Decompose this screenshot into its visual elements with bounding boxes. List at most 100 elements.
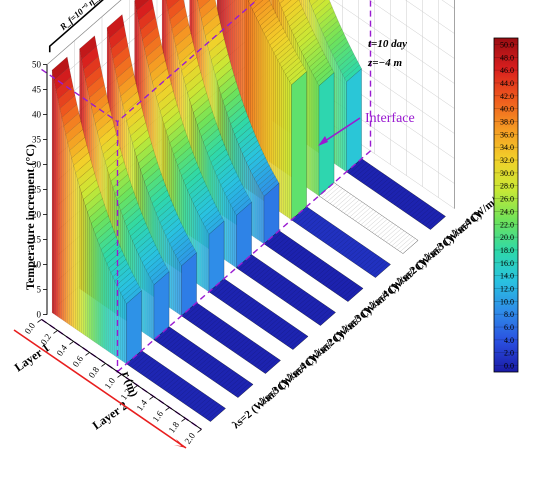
- layer2-hatch: [275, 281, 291, 295]
- layer2-hatch: [292, 336, 309, 350]
- layer2-hatch: [294, 208, 310, 222]
- layer2-hatch: [272, 236, 288, 250]
- layer2-hatch: [239, 299, 255, 314]
- layer2-hatch: [179, 387, 195, 401]
- layer2-hatch: [333, 235, 349, 249]
- surface-wall: [93, 228, 96, 343]
- layer2-hatch: [250, 264, 266, 278]
- surface-end: [318, 72, 335, 197]
- layer2-hatch: [336, 237, 352, 251]
- layer2-hatch: [351, 162, 368, 176]
- surface-wall: [279, 63, 282, 214]
- layer2-hatch: [248, 305, 264, 319]
- layer2-hatch: [206, 319, 222, 334]
- interface-label: Interface: [365, 111, 415, 126]
- surface-wall: [234, 211, 237, 269]
- layer2-hatch: [413, 204, 429, 219]
- layer2-hatch: [424, 212, 441, 226]
- surface-wall: [254, 178, 257, 239]
- layer2-hatch: [212, 366, 228, 381]
- depth-annotation: z=−4 m: [367, 57, 402, 69]
- surface-wall: [118, 288, 121, 361]
- colorbar-tick-label: 2.0: [504, 349, 514, 358]
- surface-wall: [199, 215, 202, 287]
- surface-wall: [206, 230, 210, 293]
- layer2-hatch: [311, 263, 327, 277]
- surface-wall: [173, 251, 176, 313]
- r-tick: [181, 418, 186, 422]
- r-tick-label: 0.6: [70, 353, 85, 368]
- layer2-hatch: [159, 373, 176, 388]
- layer1-label: Layer 1: [12, 340, 52, 374]
- colorbar-tick-label: 48.0: [500, 53, 514, 62]
- layer2-hatch: [303, 300, 319, 315]
- layer2-hatch: [195, 312, 211, 326]
- surface-wall: [106, 263, 109, 352]
- surface-wall: [87, 211, 90, 339]
- surface-wall: [171, 247, 174, 311]
- layer2-hatch: [226, 376, 242, 391]
- layer2-hatch: [309, 304, 325, 319]
- layer2-hatch: [241, 258, 258, 272]
- layer2-hatch: [253, 309, 269, 323]
- r-tick-label: 2.0: [182, 430, 197, 445]
- layer2-hatch: [377, 222, 393, 237]
- surface-wall: [344, 78, 347, 173]
- layer2-hatch: [232, 380, 248, 394]
- layer2-hatch: [366, 258, 383, 272]
- layer2-hatch: [217, 284, 233, 298]
- layer2-hatch: [371, 175, 387, 190]
- layer2-hatch: [289, 247, 305, 262]
- surface-wall: [51, 70, 55, 315]
- r-tick-label: 1.0: [102, 375, 117, 390]
- layer2-hatch: [210, 408, 226, 422]
- surface-wall: [226, 197, 229, 263]
- layer2-hatch: [143, 362, 159, 376]
- surface-cell: [308, 0, 311, 2]
- layer2-hatch: [145, 364, 162, 378]
- surface-wall: [169, 243, 172, 310]
- colorbar-tick-label: 12.0: [500, 285, 514, 294]
- colorbar-tick-label: 38.0: [500, 118, 514, 127]
- surface-wall: [67, 142, 70, 326]
- layer2-hatch: [173, 383, 190, 397]
- layer2-hatch: [137, 358, 153, 372]
- layer2-hatch: [186, 306, 203, 320]
- layer2-hatch: [235, 382, 251, 396]
- layer2-hatch: [350, 246, 366, 261]
- surface-wall: [342, 74, 345, 171]
- surface-wall: [255, 182, 259, 241]
- colorbar-tick-label: 40.0: [500, 105, 514, 114]
- surface-wall: [63, 126, 66, 323]
- r-tick-label: 0.8: [86, 364, 101, 379]
- surface-wall: [309, 67, 312, 191]
- layer2-hatch: [349, 160, 365, 174]
- surface-wall: [340, 70, 343, 170]
- layer2-hatch: [391, 189, 407, 203]
- colorbar-tick-label: 30.0: [500, 169, 514, 178]
- layer2-hatch: [394, 234, 410, 248]
- z-tick-label: 50: [32, 60, 42, 70]
- surface-wall: [149, 277, 153, 339]
- layer2-hatch: [162, 332, 178, 346]
- layer2-hatch: [198, 314, 214, 328]
- layer2-hatch: [181, 345, 198, 360]
- surface-wall: [79, 186, 82, 334]
- layer2-hatch: [377, 179, 393, 194]
- layer2-hatch: [383, 226, 399, 241]
- surface-wall: [314, 78, 318, 195]
- layer2-hatch: [244, 260, 261, 274]
- colorbar-tick-label: 24.0: [500, 207, 514, 216]
- layer2-hatch: [226, 333, 242, 347]
- layer2-hatch: [386, 228, 402, 243]
- layer2-hatch: [234, 295, 250, 310]
- surface-wall: [108, 268, 111, 354]
- colorbar-tick-label: 34.0: [500, 143, 514, 152]
- z-tick-label: 45: [32, 85, 42, 95]
- layer2-hatch: [228, 335, 245, 349]
- surface-wall: [316, 82, 320, 197]
- surface-wall: [83, 199, 86, 336]
- layer2-hatch: [250, 307, 267, 321]
- layer2-hatch: [179, 343, 195, 358]
